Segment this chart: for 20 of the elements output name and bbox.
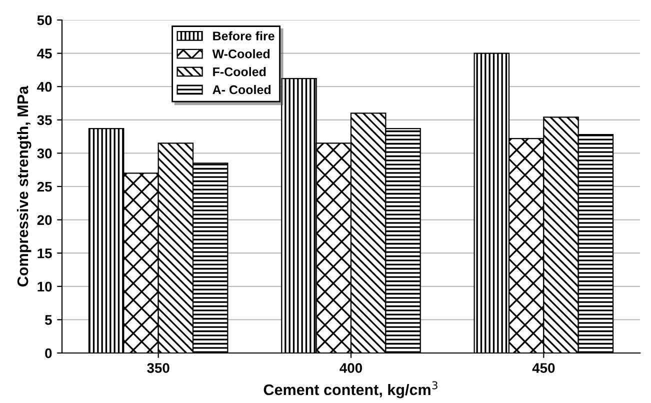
x-axis-title: Cement content, kg/cm$^{3}$ [264,381,438,398]
y-tick-label: 45 [37,48,52,58]
legend-label: W-Cooled [212,49,270,58]
y-tick-label: 25 [37,182,52,192]
y-axis-title: Compressive strength, MPa [16,86,32,286]
y-tick-label: 5 [44,315,52,325]
y-tick-label: 0 [45,348,52,358]
y-tick-label: 35 [37,115,52,126]
x-tick-label: 450 [532,363,555,373]
y-tick-label: 40 [37,82,52,92]
y-tick-label: 10 [38,282,52,292]
legend-label: F-Cooled [213,67,266,76]
y-tick-label: 20 [37,215,52,225]
y-tick-label: 30 [37,148,52,158]
x-tick-label: 350 [147,363,170,373]
legend-label: A- Cooled [212,84,270,94]
legend-label: Before fire [213,31,274,40]
y-tick-label: 15 [38,248,52,258]
x-tick-label: 400 [340,363,362,373]
y-tick-label: 50 [37,15,52,26]
